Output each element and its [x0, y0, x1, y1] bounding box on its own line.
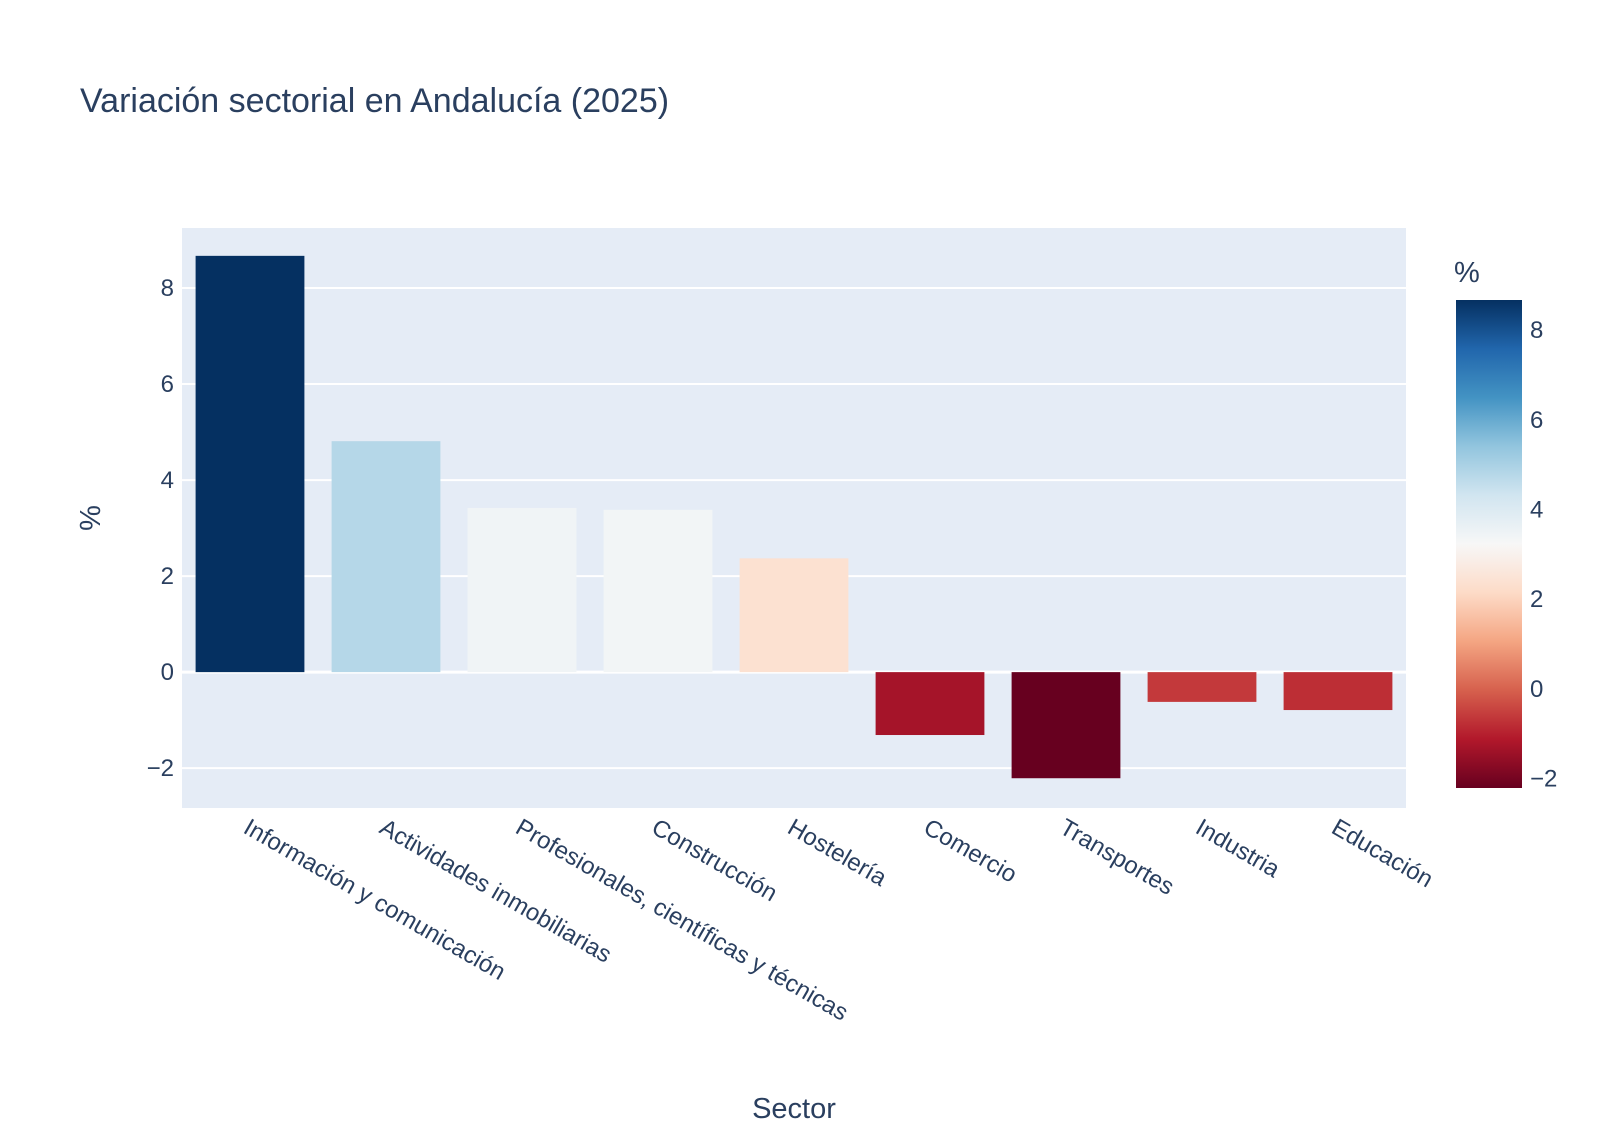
bar[interactable] — [875, 672, 985, 736]
colorbar-tick-label: −2 — [1530, 766, 1557, 793]
bar[interactable] — [1283, 672, 1393, 711]
x-tick-label: Hostelería — [783, 814, 892, 892]
x-tick-label: Transportes — [1055, 814, 1179, 901]
bar[interactable] — [1147, 672, 1257, 702]
x-tick-label: Actividades inmobiliarias — [375, 814, 616, 969]
bar[interactable] — [739, 558, 849, 673]
y-tick-label: 4 — [161, 467, 174, 494]
colorbar-ticks: −2 0 2 4 6 8 — [1530, 317, 1557, 793]
x-tick-label: Información y comunicación — [239, 814, 510, 986]
x-tick-label: Comercio — [919, 814, 1021, 889]
x-tick-label: Educación — [1327, 814, 1438, 893]
x-tick-label: Construcción — [647, 814, 782, 907]
colorbar: % −2 0 2 4 6 8 — [1454, 257, 1557, 793]
x-axis-title: Sector — [752, 1093, 836, 1125]
colorbar-tick-label: 0 — [1530, 676, 1543, 703]
colorbar-tick-label: 2 — [1530, 586, 1543, 613]
y-tick-label: 8 — [161, 275, 174, 302]
y-tick-label: 2 — [161, 563, 174, 590]
bar[interactable] — [1011, 672, 1121, 779]
y-tick-label: 6 — [161, 371, 174, 398]
colorbar-tick-label: 4 — [1530, 496, 1543, 523]
bar[interactable] — [603, 509, 713, 673]
chart-title: Variación sectorial en Andalucía (2025) — [80, 82, 669, 120]
bar[interactable] — [195, 255, 305, 673]
colorbar-tick-label: 8 — [1530, 317, 1543, 344]
colorbar-title: % — [1454, 257, 1480, 289]
bars — [195, 255, 1393, 779]
x-tick-label: Industria — [1191, 814, 1285, 884]
colorbar-tick-label: 6 — [1530, 407, 1543, 434]
bar[interactable] — [467, 507, 577, 673]
y-axis-ticks: −2 0 2 4 6 8 — [147, 275, 174, 782]
y-tick-label: 0 — [161, 659, 174, 686]
bar[interactable] — [331, 441, 441, 673]
y-axis-title: % — [75, 505, 107, 531]
colorbar-gradient — [1456, 300, 1522, 788]
y-tick-label: −2 — [147, 755, 174, 782]
